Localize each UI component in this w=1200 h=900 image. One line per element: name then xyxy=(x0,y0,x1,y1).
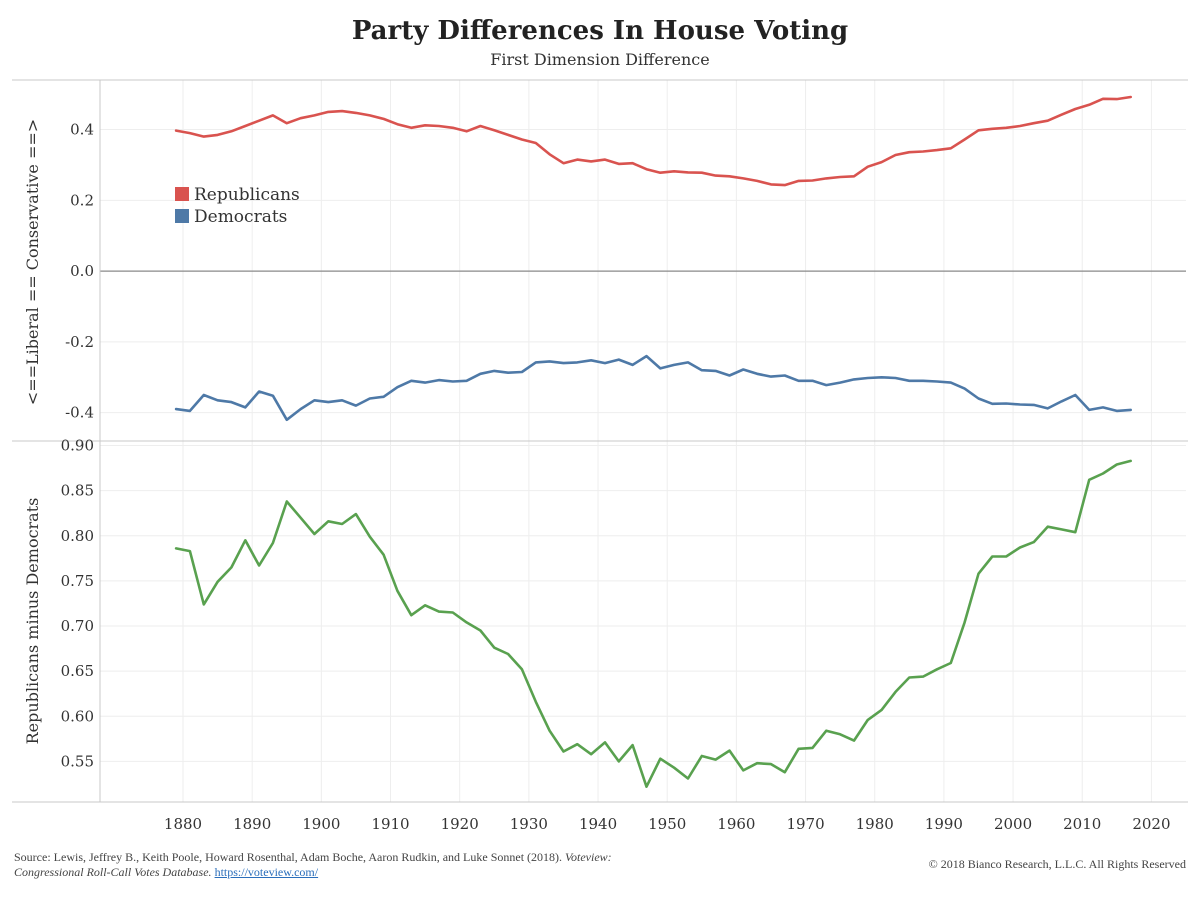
top-y-tick-label: -0.4 xyxy=(65,404,94,422)
top-panel-series xyxy=(174,95,1132,422)
top-y-tick-label: 0.0 xyxy=(70,262,94,280)
x-tick-label: 1940 xyxy=(579,815,617,833)
top-panel-grid xyxy=(100,80,1186,441)
top-y-tick-label: 0.2 xyxy=(70,191,94,209)
copyright-notice: © 2018 Bianco Research, L.L.C. All Right… xyxy=(928,857,1186,871)
source-italic: Voteview: xyxy=(565,850,612,864)
x-tick-label: 2000 xyxy=(994,815,1032,833)
legend-label-republicans: Republicans xyxy=(194,185,300,205)
x-tick-label: 1920 xyxy=(441,815,479,833)
panel-frames xyxy=(12,79,1188,803)
x-tick-label: 1900 xyxy=(302,815,340,833)
top-y-tick-label: -0.2 xyxy=(65,333,94,351)
x-tick-label: 2020 xyxy=(1132,815,1170,833)
bottom-panel-series xyxy=(174,459,1132,789)
top-y-tick-label: 0.4 xyxy=(70,121,94,139)
x-tick-label: 1930 xyxy=(510,815,548,833)
x-tick-label: 1890 xyxy=(233,815,271,833)
bottom-y-tick-label: 0.80 xyxy=(61,527,94,545)
y-tick-labels: 0.4 0.2 0.0 -0.2 -0.4 0.90 0.85 0.80 0.75 0.70 0.6… xyxy=(61,121,94,771)
page-title: Party Differences In House Voting xyxy=(351,16,849,46)
x-tick-labels: 1880 1890 1900 1910 1920 1930 1940 1950 1960 1970… xyxy=(164,815,1171,833)
bottom-y-tick-label: 0.65 xyxy=(61,662,94,680)
legend-swatch-republicans xyxy=(175,187,189,201)
source-text: Source: Lewis, Jeffrey B., Keith Poole, … xyxy=(14,850,566,864)
bottom-y-tick-label: 0.85 xyxy=(61,482,94,500)
bottom-y-tick-label: 0.70 xyxy=(61,617,94,635)
x-tick-label: 1990 xyxy=(925,815,963,833)
bottom-y-tick-label: 0.60 xyxy=(61,707,94,725)
legend-label-democrats: Democrats xyxy=(194,207,287,227)
top-republicans-line xyxy=(174,95,1132,187)
x-tick-label: 2010 xyxy=(1063,815,1101,833)
x-tick-label: 1980 xyxy=(856,815,894,833)
x-tick-label: 1970 xyxy=(786,815,824,833)
x-tick-label: 1950 xyxy=(648,815,686,833)
x-tick-label: 1960 xyxy=(717,815,755,833)
top-democrats-line xyxy=(174,354,1132,422)
x-tick-label: 1910 xyxy=(371,815,409,833)
bottom-y-tick-label: 0.55 xyxy=(61,752,94,770)
bottom-y-tick-label: 0.75 xyxy=(61,572,94,590)
top-y-axis-title: <==Liberal == Conservative ==> xyxy=(23,119,42,405)
bottom-panel-grid xyxy=(100,441,1186,802)
source-link[interactable]: https://voteview.com/ xyxy=(214,865,319,879)
bottom-y-tick-label: 0.90 xyxy=(61,437,94,455)
page-subtitle: First Dimension Difference xyxy=(490,50,710,69)
legend-swatch-democrats xyxy=(175,209,189,223)
bottom-difference-line xyxy=(174,459,1132,789)
x-tick-label: 1880 xyxy=(164,815,202,833)
bottom-y-axis-title: Republicans minus Democrats xyxy=(23,498,42,745)
source-database-name: Congressional Roll-Call Votes Database. xyxy=(14,865,212,879)
source-note: Source: Lewis, Jeffrey B., Keith Poole, … xyxy=(14,850,734,880)
